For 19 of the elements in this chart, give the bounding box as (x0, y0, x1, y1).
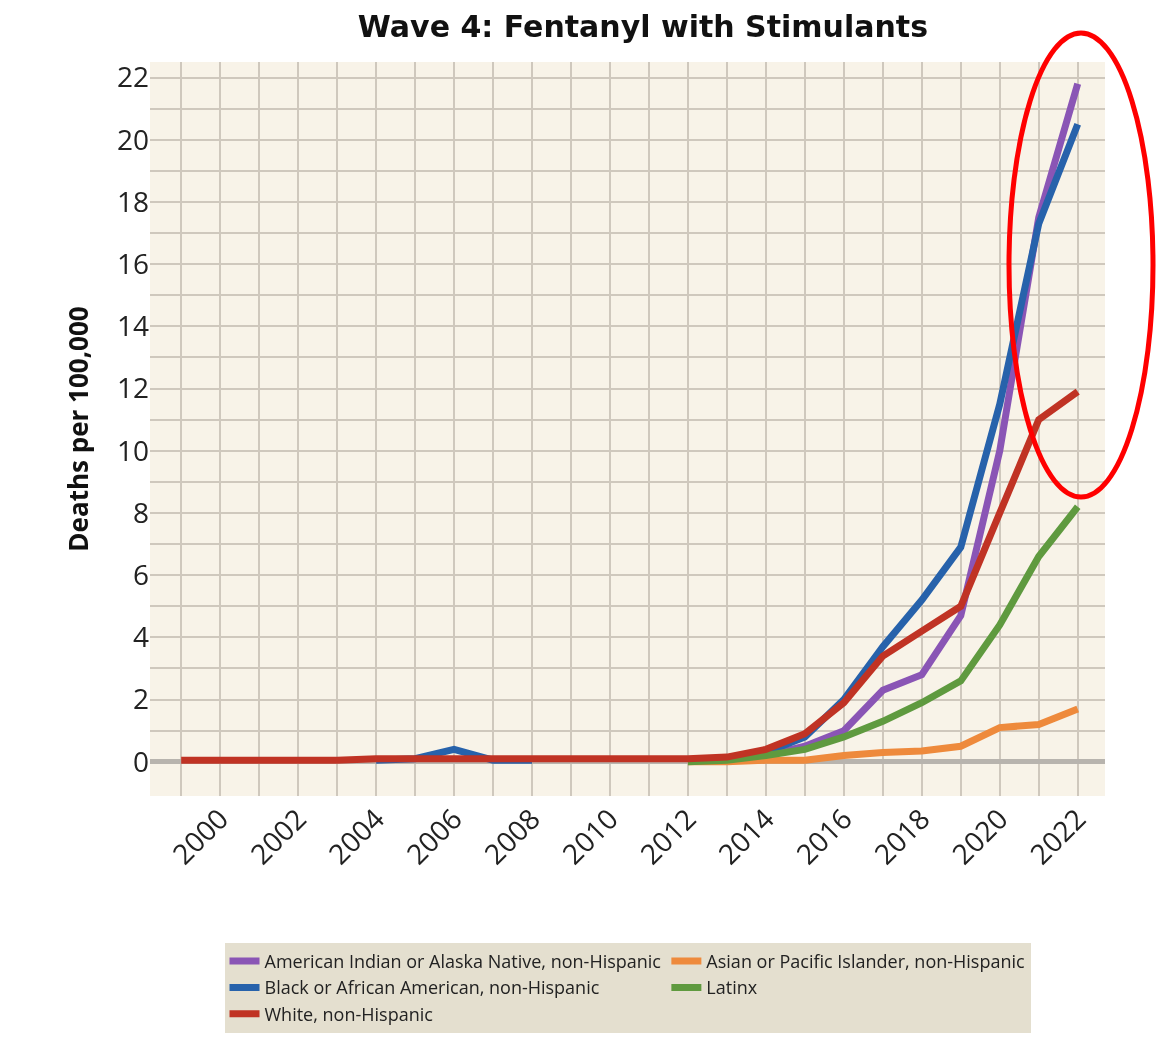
y-tick-label: 2 (132, 679, 149, 718)
y-tick-label: 0 (132, 741, 149, 780)
chart-title: Wave 4: Fentanyl with Stimulants (357, 8, 929, 44)
y-tick-label: 4 (132, 617, 149, 656)
y-tick-label: 6 (132, 554, 149, 593)
legend-label: American Indian or Alaska Native, non-Hispanic (264, 949, 662, 974)
y-tick-label: 14 (116, 306, 149, 345)
legend-label: Latinx (706, 975, 758, 1000)
y-tick-label: 20 (116, 119, 149, 158)
legend-label: White, non-Hispanic (264, 1001, 434, 1026)
y-tick-label: 18 (116, 181, 149, 220)
legend-label: Black or African American, non-Hispanic (264, 975, 600, 1000)
y-tick-label: 10 (116, 430, 149, 469)
y-tick-label: 8 (132, 492, 149, 531)
y-axis-title: Deaths per 100,000 (60, 306, 97, 552)
y-tick-label: 22 (116, 57, 149, 96)
legend-label: Asian or Pacific Islander, non-Hispanic (706, 949, 1026, 974)
y-tick-label: 16 (116, 243, 149, 282)
y-tick-label: 12 (116, 368, 149, 407)
